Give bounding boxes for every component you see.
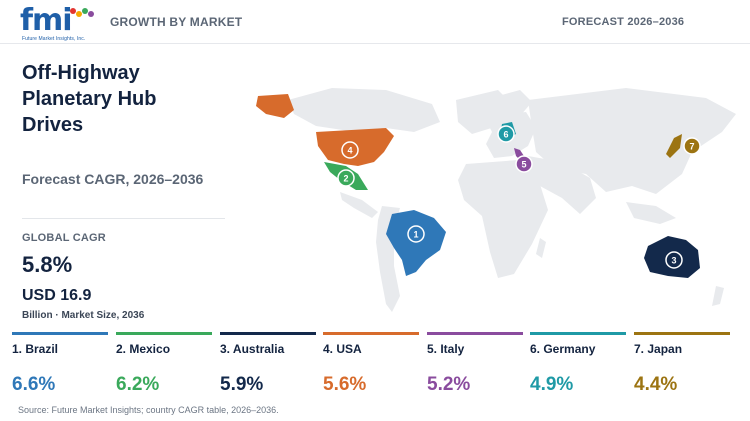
country-color-bar — [220, 332, 316, 335]
country-color-bar — [12, 332, 108, 335]
map-marker-circle — [497, 125, 515, 143]
map-marker-circle — [337, 169, 355, 187]
country-card[interactable]: 5. Italy 5.2% — [427, 332, 523, 402]
map-marker-italy[interactable]: 5 — [515, 155, 533, 173]
fmi-logo[interactable]: fmi Future Market Insights, Inc. — [20, 6, 94, 42]
country-color-bar — [634, 332, 730, 335]
map-marker-rank: 4 — [347, 146, 352, 156]
map-marker-brazil[interactable]: 1 — [407, 225, 425, 243]
country-name: 6. Germany — [530, 342, 596, 356]
logo-figures-icon — [70, 8, 94, 18]
page-title: Off-Highway Planetary Hub Drives — [22, 62, 157, 136]
country-cagr-value: 5.2% — [427, 374, 471, 395]
market-size-value: USD 16.9 — [22, 287, 92, 304]
country-name: 4. USA — [323, 342, 362, 356]
country-cagr-value: 4.9% — [530, 374, 574, 395]
country-name: 5. Italy — [427, 342, 465, 356]
logo-wordmark: fmi — [20, 3, 73, 38]
country-card[interactable]: 4. USA 5.6% — [323, 332, 419, 402]
country-name: 1. Brazil — [12, 342, 59, 356]
country-cagr-strip: 1. Brazil 6.6% 2. Mexico 6.2% 3. Australia 5.… — [0, 332, 750, 402]
country-cagr-value: 5.6% — [323, 374, 367, 395]
divider — [22, 218, 225, 219]
country-card[interactable]: 3. Australia 5.9% — [220, 332, 316, 402]
cagr-subtitle: Forecast CAGR, 2026–2036 — [22, 171, 204, 187]
map-marker-rank: 2 — [343, 174, 348, 184]
map-marker-rank: 7 — [689, 142, 694, 152]
map-marker-mexico[interactable]: 2 — [337, 169, 355, 187]
map-marker-usa[interactable]: 4 — [341, 141, 359, 159]
section-label: GROWTH BY MARKET — [110, 15, 243, 29]
country-shape-brazil[interactable] — [386, 210, 446, 276]
country-card[interactable]: 2. Mexico 6.2% — [116, 332, 212, 402]
country-card[interactable]: 1. Brazil 6.6% — [12, 332, 108, 402]
forecast-label: FORECAST 2026–2036 — [562, 16, 685, 28]
map-marker-circle — [515, 155, 533, 173]
country-card[interactable]: 6. Germany 4.9% — [530, 332, 626, 402]
country-shape-alaska[interactable] — [256, 94, 294, 118]
page-header: fmi Future Market Insights, Inc. GROWTH … — [0, 0, 750, 44]
map-marker-australia[interactable]: 3 — [665, 251, 683, 269]
map-marker-circle — [407, 225, 425, 243]
map-marker-rank: 5 — [521, 160, 526, 170]
map-marker-germany[interactable]: 6 — [497, 125, 515, 143]
country-shape-japan[interactable] — [666, 134, 682, 158]
country-cagr-value: 6.2% — [116, 374, 160, 395]
country-color-bar — [427, 332, 523, 335]
country-cagr-value: 6.6% — [12, 374, 56, 395]
map-land — [288, 88, 736, 312]
country-name: 3. Australia — [220, 342, 285, 356]
country-cagr-value: 4.4% — [634, 374, 678, 395]
global-cagr-value: 5.8% — [22, 252, 73, 277]
country-color-bar — [530, 332, 626, 335]
country-cagr-value: 5.9% — [220, 374, 264, 395]
map-marker-rank: 6 — [503, 130, 508, 140]
global-cagr-label: GLOBAL CAGR — [22, 232, 106, 244]
country-card[interactable]: 7. Japan 4.4% — [634, 332, 730, 402]
market-size-caption: Billion · Market Size, 2036 — [22, 310, 145, 321]
map-marker-circle — [341, 141, 359, 159]
world-map: 1 2 3 4 5 6 7 — [256, 88, 736, 312]
map-marker-rank: 3 — [671, 256, 676, 266]
country-name: 2. Mexico — [116, 342, 171, 356]
country-color-bar — [323, 332, 419, 335]
country-name: 7. Japan — [634, 342, 683, 356]
map-markers: 1 2 3 4 5 6 7 — [337, 125, 701, 269]
map-marker-circle — [683, 137, 701, 155]
source-note: Source: Future Market Insights; country … — [18, 405, 279, 415]
map-marker-japan[interactable]: 7 — [683, 137, 701, 155]
map-marker-circle — [665, 251, 683, 269]
logo-tagline: Future Market Insights, Inc. — [22, 36, 86, 42]
map-marker-rank: 1 — [413, 230, 418, 240]
country-color-bar — [116, 332, 212, 335]
